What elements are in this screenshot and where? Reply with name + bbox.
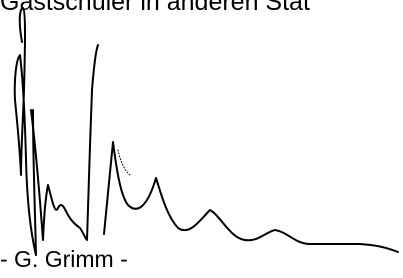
signature-name: - G. Grimm - — [0, 246, 128, 273]
document-page: Gastschüler in anderen Stat - G. Grimm - — [0, 0, 403, 278]
signature — [0, 0, 403, 278]
